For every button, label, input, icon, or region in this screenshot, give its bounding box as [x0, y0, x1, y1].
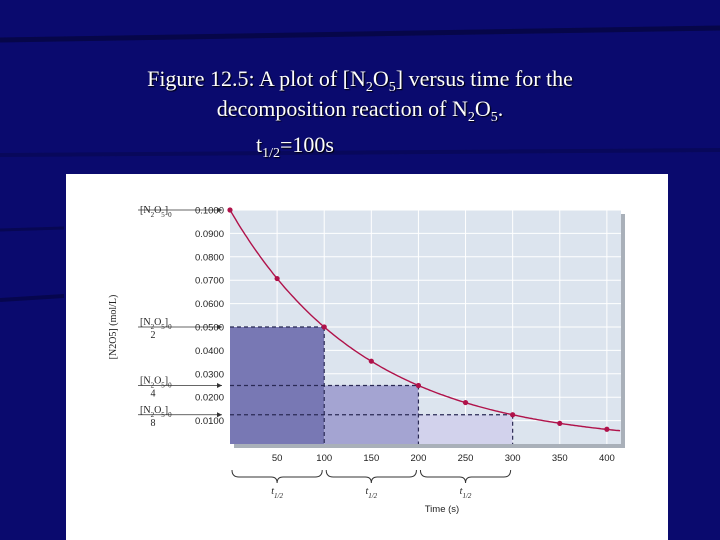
half-life-brace [231, 469, 323, 484]
subscript: 5 [490, 110, 498, 125]
half-concentration-label: [N2O5]0 [140, 317, 172, 331]
quarter-concentration-label-denominator: 4 [151, 389, 156, 400]
data-point [462, 399, 469, 406]
half-life-brace [325, 469, 417, 484]
caption-text: O [372, 66, 389, 91]
half-concentration-label-denominator: 2 [151, 330, 156, 341]
y-tick-label: 0.0200 [195, 393, 224, 404]
data-point [510, 412, 516, 418]
caption-line-1: Figure 12.5: A plot of [N2O5] versus tim… [0, 66, 720, 95]
x-tick-label: 400 [599, 453, 615, 464]
caption-text: . [497, 96, 504, 121]
quarter-concentration-label-arrow-head [217, 383, 222, 388]
half-life-label: t1/2 [365, 486, 377, 500]
data-point [368, 358, 374, 364]
y-axis-label: [N2O5] (mol/L) [108, 295, 119, 360]
y-tick-label: 0.1000 [195, 206, 224, 217]
y-tick-label: 0.0900 [195, 229, 224, 240]
subscript: 2 [365, 80, 373, 95]
initial-concentration-label: [N2O5]0 [140, 205, 172, 219]
subscript: 5 [388, 80, 396, 95]
x-tick-label: 200 [411, 453, 427, 464]
y-tick-label: 0.0600 [195, 299, 224, 310]
x-axis-label: Time (s) [425, 504, 459, 515]
initial-arrow-head [217, 207, 222, 213]
caption-text: Figure 12.5: A plot of [N [147, 66, 366, 91]
x-tick-label: 350 [552, 453, 568, 464]
half-life-caption: t1/2=100s [256, 132, 334, 161]
caption-text: t [256, 132, 263, 157]
half-life-label: t1/2 [271, 486, 283, 500]
subscript: 1/2 [262, 146, 281, 161]
data-point [274, 275, 280, 282]
subscript: 2 [467, 110, 475, 125]
caption-text: O [474, 96, 491, 121]
eighth-concentration-label-arrow-head [217, 412, 222, 418]
quarter-concentration-label: [N2O5]0 [140, 376, 172, 390]
y-tick-label: 0.0700 [195, 276, 224, 287]
caption-line-2: decomposition reaction of N2O5. [0, 96, 720, 125]
data-point [604, 426, 610, 432]
caption-text: decomposition reaction of N [216, 96, 468, 121]
x-tick-label: 300 [505, 453, 521, 464]
half-life-brace [419, 469, 512, 484]
half-life-label: t1/2 [460, 486, 472, 500]
x-tick-label: 50 [272, 453, 283, 464]
concentration-time-chart: 0.1000 0.0900 0.0800 0.0700 0.0600 0.0500 0.04… [108, 205, 625, 515]
caption-text: ] versus time for the [395, 66, 573, 91]
y-tick-label: 0.0500 [195, 323, 224, 334]
eighth-concentration-label-denominator: 8 [151, 418, 156, 429]
y-tick-label: 0.0800 [195, 252, 224, 263]
x-tick-label: 100 [316, 453, 332, 464]
chart-figure: 0.1000 0.0900 0.0800 0.0700 0.0600 0.0500 0.04… [66, 174, 668, 540]
y-tick-label: 0.0100 [195, 416, 224, 427]
data-point [415, 382, 422, 389]
decay-curve [229, 209, 621, 432]
data-point [321, 324, 327, 330]
data-point [227, 207, 233, 213]
x-tick-label: 250 [458, 453, 474, 464]
caption-text: =100s [280, 132, 334, 157]
eighth-concentration-label: [N2O5]0 [140, 405, 172, 419]
half-concentration-label-arrow-head [217, 324, 222, 330]
y-tick-label: 0.0300 [195, 369, 224, 380]
x-tick-label: 150 [363, 453, 379, 464]
y-tick-label: 0.0400 [195, 346, 224, 357]
half-life-region [418, 414, 513, 444]
data-point [557, 420, 563, 427]
